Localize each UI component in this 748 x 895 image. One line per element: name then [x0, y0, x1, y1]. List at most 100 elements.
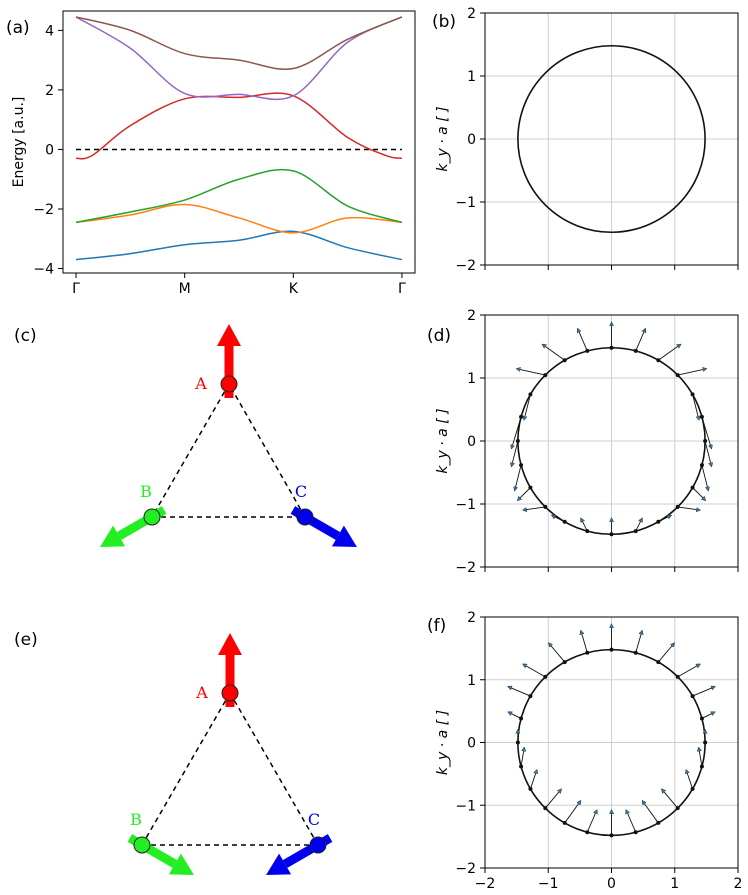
- bond-line: [151, 383, 230, 518]
- spin-arrow: [658, 515, 671, 523]
- bond-line: [141, 692, 231, 846]
- spin-arrow: [657, 643, 674, 663]
- ytick-label: 2: [467, 308, 476, 324]
- spin-arrow: [578, 329, 588, 352]
- ytick-label: 2: [45, 83, 54, 99]
- xtick-label: 2: [734, 876, 743, 892]
- ytick-label: −2: [33, 202, 54, 218]
- site-dot-B: [143, 508, 161, 526]
- ytick-label: −1: [455, 798, 476, 814]
- site-dot-A: [220, 375, 238, 393]
- xtick-label: −2: [475, 876, 496, 892]
- site-label-C: C: [295, 482, 307, 501]
- spin-arrow-head-A: [218, 633, 242, 655]
- band-line-1: [75, 230, 403, 261]
- spin-arrow: [692, 687, 715, 697]
- panel-label-b: (b): [432, 12, 456, 32]
- xtick-label: K: [289, 281, 299, 297]
- spin-arrow: [642, 801, 659, 824]
- xtick-label: −1: [538, 876, 559, 892]
- site-label-C: C: [308, 810, 320, 829]
- band-line-4: [75, 92, 403, 160]
- ylabel-ky: k_y · a [ ]: [435, 106, 451, 171]
- ytick-label: 0: [467, 736, 476, 752]
- panel-label-a: (a): [6, 18, 30, 38]
- spin-arrow: [552, 515, 565, 523]
- band-line-5: [75, 16, 403, 101]
- ylabel-energy: Energy [a.u.]: [11, 97, 27, 188]
- fermi-circle: [517, 44, 706, 234]
- spin-arrow: [523, 664, 546, 678]
- spin-arrow: [704, 440, 711, 466]
- ytick-label: 2: [467, 610, 476, 626]
- bond-line: [228, 383, 306, 518]
- spin-texture-plot-d: −2 −1 0 1 2 k_y · a [ ]: [435, 308, 739, 576]
- spin-triangle-diagram-c: A B C: [100, 324, 357, 547]
- spin-arrow: [515, 465, 522, 490]
- spin-arrow: [530, 770, 536, 790]
- panel-label-f: (f): [427, 616, 446, 636]
- spin-arrow: [524, 394, 531, 419]
- spin-arrow: [581, 631, 588, 653]
- spin-arrow-head-A: [217, 324, 241, 346]
- xtick-label: M: [179, 281, 191, 297]
- bond-line: [229, 692, 319, 846]
- ytick-label: −2: [455, 560, 476, 576]
- ytick-label: −1: [455, 195, 476, 211]
- spin-arrow: [586, 810, 596, 833]
- ytick-label: −1: [455, 497, 476, 513]
- xtick-label: 1: [670, 876, 679, 892]
- panel-label-e: (e): [14, 630, 38, 650]
- spin-arrow: [512, 440, 519, 466]
- ytick-label: 0: [45, 142, 54, 158]
- spin-arrow-head-B: [100, 525, 126, 547]
- spin-arrow: [518, 487, 531, 501]
- ytick-label: 1: [467, 371, 476, 387]
- spin-arrow: [635, 631, 642, 653]
- spin-arrow: [701, 712, 715, 719]
- ytick-label: 0: [467, 132, 476, 148]
- site-dot-C: [296, 508, 314, 526]
- spin-arrow-head-C: [266, 853, 292, 875]
- spin-arrow: [701, 416, 711, 449]
- spin-arrow: [508, 712, 522, 719]
- ytick-label: 2: [467, 6, 476, 22]
- site-label-A: A: [195, 683, 208, 702]
- spin-arrow: [581, 518, 588, 532]
- site-dot-C: [309, 836, 327, 854]
- spin-arrow-head-B: [168, 853, 194, 875]
- spin-arrow: [512, 416, 522, 449]
- spin-triangle-diagram-e: A B C: [127, 633, 333, 875]
- ylabel-ky: k_y · a [ ]: [435, 408, 451, 473]
- plot-frame-a: [62, 10, 416, 274]
- band-line-2: [75, 203, 403, 234]
- spin-arrow: [677, 369, 706, 376]
- spin-arrow: [564, 801, 581, 824]
- spin-texture-plot-f: −2 −1 0 1 2 −2 −1 0 1 2 k_y · a [ ]: [435, 610, 742, 892]
- band-line-6: [75, 16, 403, 70]
- band-line-3: [75, 168, 403, 224]
- spin-arrow: [699, 748, 703, 767]
- spin-arrow: [635, 518, 642, 532]
- spin-arrow: [508, 687, 531, 697]
- spin-arrow: [544, 789, 561, 809]
- spin-arrow: [658, 345, 680, 361]
- spin-arrow: [686, 770, 693, 790]
- xtick-label: Γ: [72, 281, 80, 297]
- ytick-label: −4: [33, 262, 54, 278]
- spin-arrow: [543, 345, 565, 361]
- panel-label-d: (d): [427, 326, 451, 346]
- xtick-label: Γ: [398, 281, 406, 297]
- site-dot-A: [221, 684, 239, 702]
- site-label-A: A: [194, 374, 207, 393]
- ytick-label: 0: [467, 434, 476, 450]
- ytick-label: −2: [455, 861, 476, 877]
- spin-arrow: [626, 810, 637, 833]
- spin-arrow: [677, 664, 700, 678]
- xtick-label: 0: [607, 876, 616, 892]
- ytick-label: 1: [467, 673, 476, 689]
- site-label-B: B: [130, 810, 142, 829]
- spin-arrow: [549, 643, 566, 663]
- spin-arrow: [701, 465, 708, 490]
